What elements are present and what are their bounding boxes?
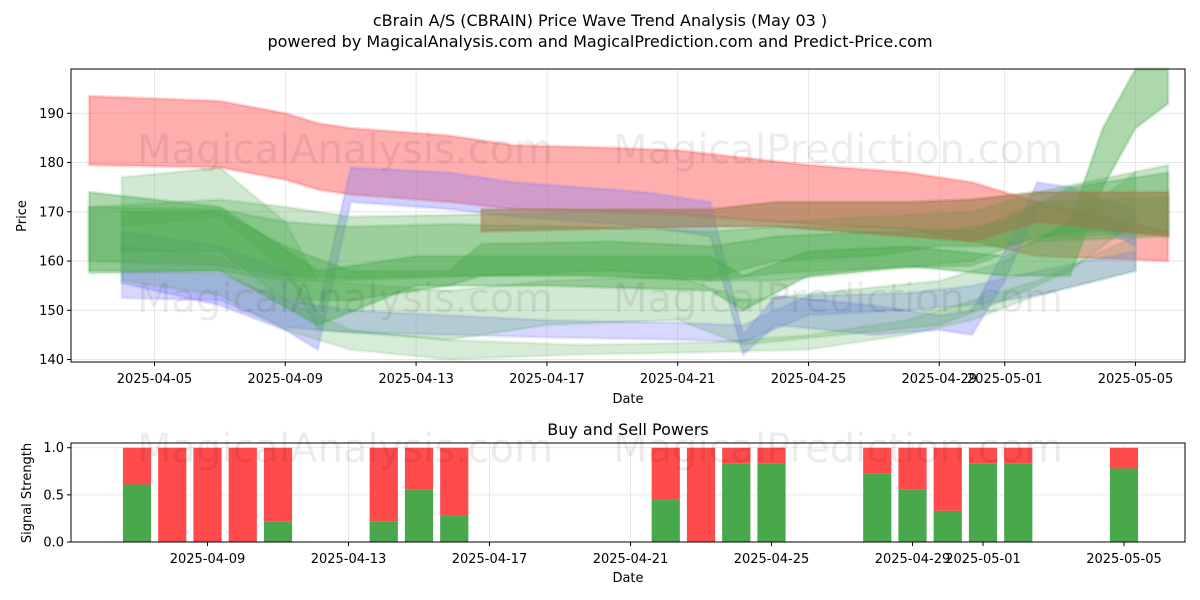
price-x-tick-label: 2025-04-25 — [771, 372, 847, 387]
signal-x-tick-label: 2025-05-01 — [945, 552, 1021, 567]
chart-title: cBrain A/S (CBRAIN) Price Wave Trend Ana… — [373, 11, 827, 30]
signal-panel-title: Buy and Sell Powers — [547, 420, 709, 439]
sell-bar-2025-04-25 — [757, 447, 786, 464]
signal-x-ticks: 2025-04-09 2025-04-13 2025-04-17 2025-04-21… — [170, 542, 1162, 567]
price-x-tick-label: 2025-05-05 — [1098, 372, 1174, 387]
signal-x-tick-label: 2025-04-17 — [452, 552, 528, 567]
watermark-prediction-top: MagicalPrediction.com — [613, 127, 1063, 173]
price-panel: MagicalAnalysis.com MagicalPrediction.co… — [15, 67, 1186, 407]
price-y-tick-label: 140 — [39, 353, 64, 368]
watermark-prediction-bottom: MagicalPrediction.com — [613, 426, 1063, 472]
buy-bar-2025-05-01 — [968, 463, 998, 542]
sell-bar-2025-04-15 — [404, 447, 434, 490]
watermark-analysis-bottom: MagicalAnalysis.com — [137, 426, 553, 472]
buy-bar-2025-04-28 — [863, 473, 892, 542]
price-y-tick-label: 160 — [39, 255, 64, 270]
price-x-axis-label: Date — [612, 392, 643, 407]
price-x-tick-label: 2025-05-01 — [967, 372, 1043, 387]
signal-y-tick-label: 0.0 — [43, 536, 64, 551]
sell-bar-2025-04-14 — [369, 447, 398, 522]
sell-bar-2025-04-11 — [263, 447, 293, 522]
price-x-tick-label: 2025-04-09 — [248, 372, 324, 387]
signal-y-axis-label: Signal Strength — [20, 443, 35, 543]
watermark-prediction-mid: MagicalPrediction.com — [613, 276, 1063, 322]
price-x-tick-label: 2025-04-29 — [902, 372, 978, 387]
buy-bar-2025-05-02 — [1004, 463, 1033, 542]
buy-bar-2025-04-29 — [898, 489, 927, 542]
price-x-ticks: 2025-04-05 2025-04-09 2025-04-13 2025-04-17… — [117, 362, 1174, 387]
signal-x-tick-label: 2025-04-09 — [170, 552, 246, 567]
signal-axes-frame — [70, 442, 1186, 543]
price-x-tick-label: 2025-04-21 — [640, 372, 716, 387]
sell-bar-2025-04-09 — [193, 447, 222, 542]
sell-bar-2025-04-24 — [722, 447, 751, 464]
sell-bar-2025-05-02 — [1004, 447, 1033, 464]
buy-bar-2025-05-05 — [1109, 468, 1139, 542]
signal-x-tick-label: 2025-04-13 — [311, 552, 387, 567]
price-y-ticks: 140 150 160 170 180 190 — [39, 107, 71, 368]
sell-bar-2025-04-07 — [122, 447, 152, 485]
price-y-tick-label: 150 — [39, 304, 64, 319]
sell-bar-2025-04-23 — [686, 447, 716, 542]
price-y-tick-label: 170 — [39, 205, 64, 220]
buy-bar-2025-04-15 — [404, 489, 434, 542]
price-wave-bands — [87, 67, 1170, 361]
wave-band-brown-10 — [480, 190, 1170, 243]
buy-bar-2025-04-11 — [263, 521, 293, 542]
signal-x-axis-label: Date — [612, 571, 643, 586]
price-y-tick-label: 180 — [39, 156, 64, 171]
signal-x-tick-label: 2025-04-21 — [593, 552, 669, 567]
signal-y-tick-label: 1.0 — [43, 441, 64, 456]
sell-bar-2025-04-16 — [440, 447, 469, 516]
sell-bar-2025-05-01 — [968, 447, 998, 464]
price-y-tick-label: 190 — [39, 107, 64, 122]
sell-bar-2025-04-30 — [933, 447, 962, 511]
buy-bar-2025-04-07 — [122, 484, 152, 542]
signal-x-tick-label: 2025-04-29 — [875, 552, 951, 567]
signal-panel: Buy and Sell Powers MagicalAnalysis.com … — [20, 420, 1186, 586]
sell-bar-2025-04-08 — [158, 447, 187, 542]
buy-bar-2025-04-24 — [722, 463, 751, 542]
price-x-tick-label: 2025-04-05 — [117, 372, 193, 387]
wave-band-blue-3 — [120, 249, 1137, 344]
watermark-analysis-mid: MagicalAnalysis.com — [137, 276, 553, 322]
price-axes-frame — [70, 68, 1186, 363]
sell-bar-2025-05-05 — [1109, 447, 1139, 469]
buy-bar-2025-04-22 — [651, 499, 680, 542]
chart-subtitle: powered by MagicalAnalysis.com and Magic… — [267, 32, 932, 51]
sell-bar-2025-04-29 — [898, 447, 927, 490]
buy-bar-2025-04-30 — [933, 510, 962, 542]
wave-band-green-9 — [87, 67, 1170, 327]
wave-band-green-7 — [120, 234, 1137, 361]
price-y-axis-label: Price — [15, 200, 30, 232]
price-x-tick-label: 2025-04-13 — [378, 372, 454, 387]
buy-bar-2025-04-16 — [440, 515, 469, 542]
watermark-analysis-top: MagicalAnalysis.com — [137, 127, 553, 173]
sell-bar-2025-04-10 — [228, 447, 257, 542]
signal-bars — [122, 447, 1139, 542]
buy-bar-2025-04-14 — [369, 521, 398, 542]
signal-x-tick-label: 2025-04-25 — [734, 552, 810, 567]
wave-band-blue-2 — [120, 166, 1137, 357]
sell-bar-2025-04-22 — [651, 447, 680, 500]
price-x-tick-label: 2025-04-17 — [509, 372, 585, 387]
sell-bar-2025-04-28 — [863, 447, 892, 474]
signal-y-ticks: 0.0 0.5 1.0 — [43, 441, 71, 551]
signal-y-tick-label: 0.5 — [43, 488, 64, 503]
buy-bar-2025-04-25 — [757, 463, 786, 542]
signal-x-tick-label: 2025-05-05 — [1086, 552, 1162, 567]
